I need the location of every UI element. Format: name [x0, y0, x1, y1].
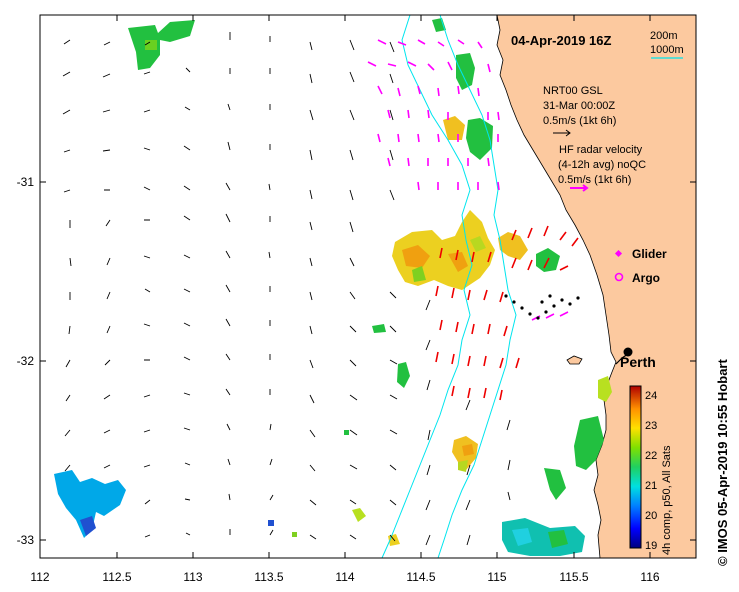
map-title: 04-Apr-2019 16Z: [511, 33, 611, 48]
x-tick-label: 113: [183, 570, 202, 584]
axis-ticks: [39, 15, 696, 558]
hf-title-label: HF radar velocity: [559, 144, 643, 156]
x-tick-label: 112.5: [102, 570, 131, 584]
colorbar-tick: 21: [645, 480, 657, 492]
model-scale-label: 0.5m/s (1kt 6h): [543, 115, 616, 127]
credit-text: © IMOS 05-Apr-2019 10:55 Hobart: [715, 359, 730, 566]
plot-frame: [39, 14, 697, 559]
argo-legend-icon: [614, 272, 624, 282]
perth-marker: [615, 347, 633, 365]
colorbar-tick: 19: [645, 540, 657, 552]
x-tick-label: 115.5: [559, 570, 588, 584]
y-tick-label: -31: [17, 175, 35, 189]
model-time-label: 31-Mar 00:00Z: [543, 100, 615, 112]
sst-colorbar: 24 23 22 21 20 19 4h comp, p50, All Sats: [629, 385, 673, 555]
colorbar-ramp: [629, 385, 642, 549]
land-mass: [496, 15, 696, 558]
colorbar-tick: 24: [645, 390, 657, 402]
x-tick-label: 113.5: [254, 570, 283, 584]
extra-current-vectors: [435, 225, 579, 401]
argo-legend-label: Argo: [632, 271, 660, 285]
hf-scale-label: 0.5m/s (1kt 6h): [558, 174, 631, 186]
y-tick-label: -32: [17, 354, 35, 368]
model-current-vectors: [62, 32, 511, 546]
glider-legend-icon: [614, 249, 623, 258]
x-tick-label: 114: [335, 570, 354, 584]
hf-scale-arrow-icon: [570, 184, 589, 192]
colorbar-label: 4h comp, p50, All Sats: [661, 445, 673, 555]
hf-radar-vectors: [367, 39, 569, 321]
model-vector-legend: NRT00 GSL 31-Mar 00:00Z 0.5m/s (1kt 6h): [543, 85, 616, 137]
x-tick-label: 114.5: [406, 570, 435, 584]
x-axis-labels: 112 112.5 113 113.5 114 114.5 115 115.5 …: [30, 570, 659, 584]
island: [566, 355, 583, 365]
x-tick-label: 112: [30, 570, 49, 584]
hf-vector-legend: HF radar velocity (4-12h avg) noQC 0.5m/…: [558, 144, 646, 192]
contour-legend: 200m 1000m: [650, 30, 684, 59]
x-tick-label: 116: [640, 570, 659, 584]
colorbar-tick: 23: [645, 420, 657, 432]
hf-avg-label: (4-12h avg) noQC: [558, 159, 646, 171]
sst-patches: [54, 18, 612, 556]
city-label-perth: Perth: [620, 354, 656, 370]
model-name-label: NRT00 GSL: [543, 85, 603, 97]
y-axis-labels: -31 -32 -33: [17, 175, 35, 547]
contour-1000m-label: 1000m: [650, 44, 684, 56]
bathymetry-contours: [381, 15, 517, 558]
platform-legend: Glider Argo: [614, 247, 667, 285]
model-scale-arrow-icon: [553, 129, 571, 137]
y-tick-label: -33: [17, 533, 35, 547]
glider-legend-label: Glider: [632, 247, 667, 261]
glider-track: [504, 294, 580, 320]
contour-200m-label: 200m: [650, 30, 678, 42]
colorbar-tick: 20: [645, 510, 657, 522]
colorbar-tick: 22: [645, 450, 657, 462]
x-tick-label: 115: [487, 570, 506, 584]
